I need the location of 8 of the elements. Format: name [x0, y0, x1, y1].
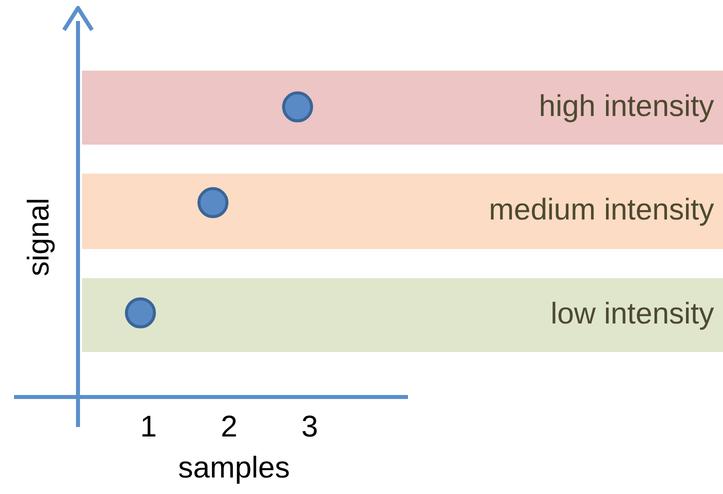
x-tick-label: 1	[140, 410, 157, 444]
x-tick-label: 2	[220, 410, 238, 444]
band-label: medium intensity	[488, 194, 714, 227]
x-tick-label: 3	[301, 410, 318, 444]
band-label: low intensity	[550, 297, 714, 330]
band-label: high intensity	[538, 90, 714, 123]
y-axis-title: signal	[22, 198, 56, 276]
x-axis-title: samples	[178, 451, 290, 484]
